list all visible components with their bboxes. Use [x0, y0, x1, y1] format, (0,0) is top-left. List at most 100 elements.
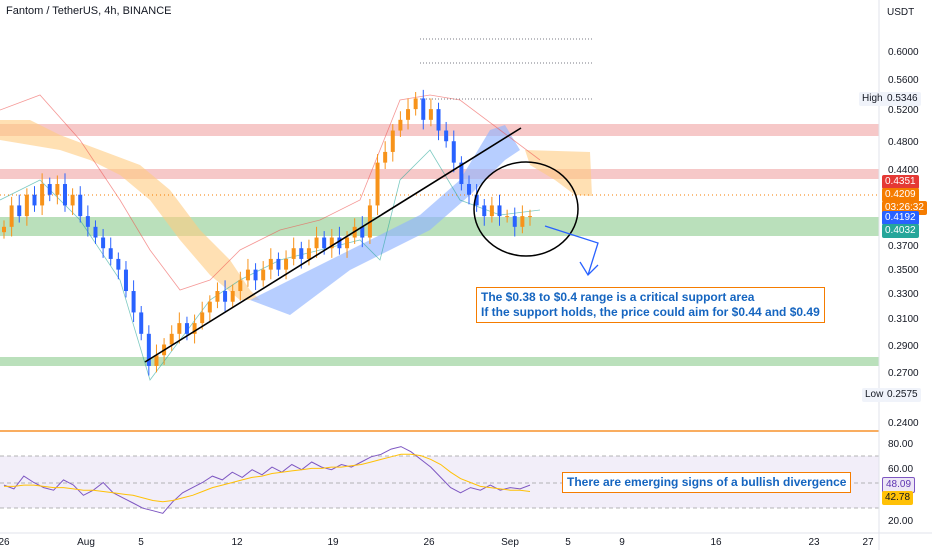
x-tick-label: Sep: [501, 537, 519, 548]
rsi-ticks: 80.00 60.00 20.00: [888, 439, 913, 527]
candle-body: [268, 258, 273, 270]
candle-body: [383, 151, 388, 163]
resistance-zone-lower: [0, 169, 879, 179]
cloud-blue: [250, 125, 520, 315]
blue-level-tag: 0.4192: [882, 211, 919, 225]
candle-body: [390, 130, 395, 152]
candle-body: [62, 184, 67, 206]
candle-body: [306, 248, 311, 259]
y-tick-label: 0.5200: [888, 105, 919, 116]
candle-body: [444, 130, 449, 142]
candle-body: [70, 194, 75, 206]
candle-body: [322, 237, 327, 249]
y-tick-label: 0.6000: [888, 47, 919, 58]
candle-body: [101, 237, 106, 249]
candle-body: [512, 216, 517, 227]
candle-body: [146, 333, 151, 366]
candle-body: [261, 269, 266, 281]
y-tick-label: 0.5600: [888, 75, 919, 86]
y-tick-label: 0.2900: [888, 341, 919, 352]
candle-body: [360, 226, 365, 238]
candle-body: [398, 119, 403, 131]
x-tick-label: 5: [138, 537, 144, 548]
candle-body: [131, 291, 136, 313]
low-label: Low: [862, 388, 887, 402]
x-tick-label: 12: [231, 537, 243, 548]
candle-body: [406, 109, 411, 120]
candle-body: [207, 301, 212, 313]
cloud-orange-left: [0, 120, 260, 300]
projection-arrow[interactable]: [544, 225, 599, 277]
x-tick-label: 27: [862, 537, 874, 548]
candle-body: [32, 194, 37, 206]
candle-body: [139, 312, 144, 334]
price-axis[interactable]: [879, 0, 932, 550]
low-value: 0.2575: [884, 388, 921, 402]
x-tick-label: 5: [565, 537, 571, 548]
y-tick-label: 0.3300: [888, 289, 919, 300]
candle-body: [345, 237, 350, 249]
candle-body: [17, 205, 22, 217]
y-tick-label: 0.3700: [888, 241, 919, 252]
high-label: High: [859, 92, 886, 106]
rsi-tick-label: 60.00: [888, 464, 913, 475]
trendline[interactable]: [144, 127, 522, 363]
upper-band: [0, 94, 541, 291]
x-tick-label: 26: [0, 537, 10, 548]
candle-body: [421, 98, 426, 120]
y-tick-label: 0.4800: [888, 137, 919, 148]
candle-body: [436, 109, 441, 131]
candle-body: [375, 162, 380, 206]
candle-body: [505, 216, 510, 218]
rsi-ma-line: [4, 453, 531, 503]
x-tick-label: 9: [619, 537, 625, 548]
red-level-tag: 0.4351: [882, 175, 919, 189]
support-annotation[interactable]: The $0.38 to $0.4 range is a critical su…: [476, 287, 825, 323]
rsi-annotation[interactable]: There are emerging signs of a bullish di…: [562, 472, 852, 493]
candle-body: [314, 237, 319, 249]
candle-body: [337, 237, 342, 249]
candle-body: [200, 312, 205, 324]
candle-body: [40, 184, 45, 206]
candle-body: [123, 269, 128, 292]
candle-body: [291, 248, 296, 259]
currency-label[interactable]: USDT: [887, 7, 915, 18]
chart-title: Fantom / TetherUS, 4h, BINANCE: [6, 5, 172, 17]
teal-level-tag: 0.4032: [882, 224, 919, 238]
candle-body: [2, 226, 6, 233]
candle-body: [497, 205, 502, 217]
candle-body: [482, 205, 487, 217]
y-tick-label: 0.2400: [888, 418, 919, 429]
candle-body: [223, 291, 228, 302]
candle-body: [329, 237, 334, 249]
support-zone-main: [0, 217, 879, 236]
focus-circle[interactable]: [473, 161, 579, 257]
x-tick-label: 19: [327, 537, 339, 548]
candle-body: [459, 162, 464, 185]
candle-body: [85, 216, 90, 227]
candle-body: [169, 333, 174, 345]
y-ticks: 0.6000 0.5600 0.5200 0.4800 0.4400 0.3700 0.35…: [888, 47, 919, 429]
candle-body: [9, 205, 14, 227]
rsi-ma-value-tag: 42.78: [882, 491, 914, 505]
candle-body: [489, 205, 494, 217]
candle-body: [428, 109, 433, 120]
candle-body: [284, 258, 289, 270]
candle-body: [184, 323, 189, 334]
support-annotation-line1: The $0.38 to $0.4 range is a critical su…: [481, 290, 755, 304]
high-value: 0.5346: [884, 92, 921, 106]
candle-body: [474, 194, 479, 206]
rsi-tick-label: 20.00: [888, 516, 913, 527]
candle-body: [276, 258, 281, 270]
support-zone-low: [0, 357, 879, 366]
candle-body: [78, 194, 83, 217]
support-annotation-line2: If the support holds, the price could ai…: [481, 305, 820, 319]
y-tick-label: 0.3500: [888, 265, 919, 276]
candle-body: [192, 323, 197, 334]
x-tick-label: 23: [808, 537, 820, 548]
candle-body: [451, 141, 456, 163]
x-ticks: 26 Aug 5 12 19 26 Sep 5 9 16 23 27: [0, 537, 874, 548]
candle-body: [24, 194, 29, 217]
candle-body: [116, 258, 121, 270]
